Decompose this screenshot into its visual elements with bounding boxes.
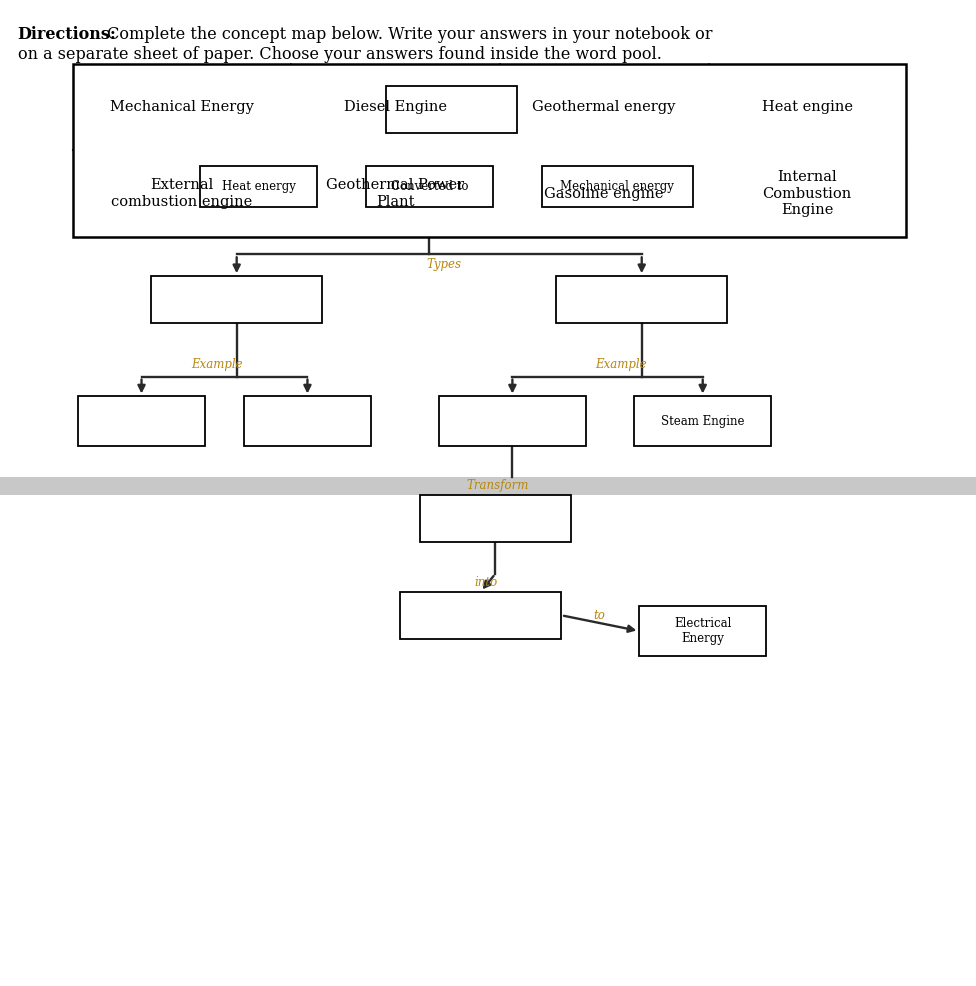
Text: to: to — [593, 608, 605, 622]
Text: Steam Engine: Steam Engine — [661, 414, 745, 428]
Text: External
combustion engine: External combustion engine — [111, 178, 253, 209]
Text: Heat engine: Heat engine — [761, 101, 853, 114]
Text: Internal
Combustion
Engine: Internal Combustion Engine — [762, 171, 852, 217]
Text: Converted to: Converted to — [390, 179, 468, 193]
Text: Geothermal Power
Plant: Geothermal Power Plant — [326, 178, 465, 209]
Text: Electrical
Energy: Electrical Energy — [674, 617, 731, 645]
Text: Example: Example — [191, 358, 242, 372]
Text: Gasoline engine: Gasoline engine — [545, 186, 664, 200]
Text: Mechanical energy: Mechanical energy — [560, 179, 674, 193]
Text: Example: Example — [595, 358, 646, 372]
Text: Transform: Transform — [467, 479, 529, 492]
Text: on a separate sheet of paper. Choose your answers found inside the word pool.: on a separate sheet of paper. Choose you… — [18, 46, 662, 63]
Text: Diesel Engine: Diesel Engine — [344, 101, 447, 114]
Text: Heat energy: Heat energy — [222, 179, 296, 193]
Text: Directions:: Directions: — [18, 26, 116, 42]
Text: Complete the concept map below. Write your answers in your notebook or: Complete the concept map below. Write yo… — [102, 26, 713, 42]
Text: Types: Types — [427, 258, 462, 271]
Text: Mechanical Energy: Mechanical Energy — [110, 101, 254, 114]
Text: Geothermal energy: Geothermal energy — [533, 101, 675, 114]
Text: into: into — [474, 576, 498, 589]
